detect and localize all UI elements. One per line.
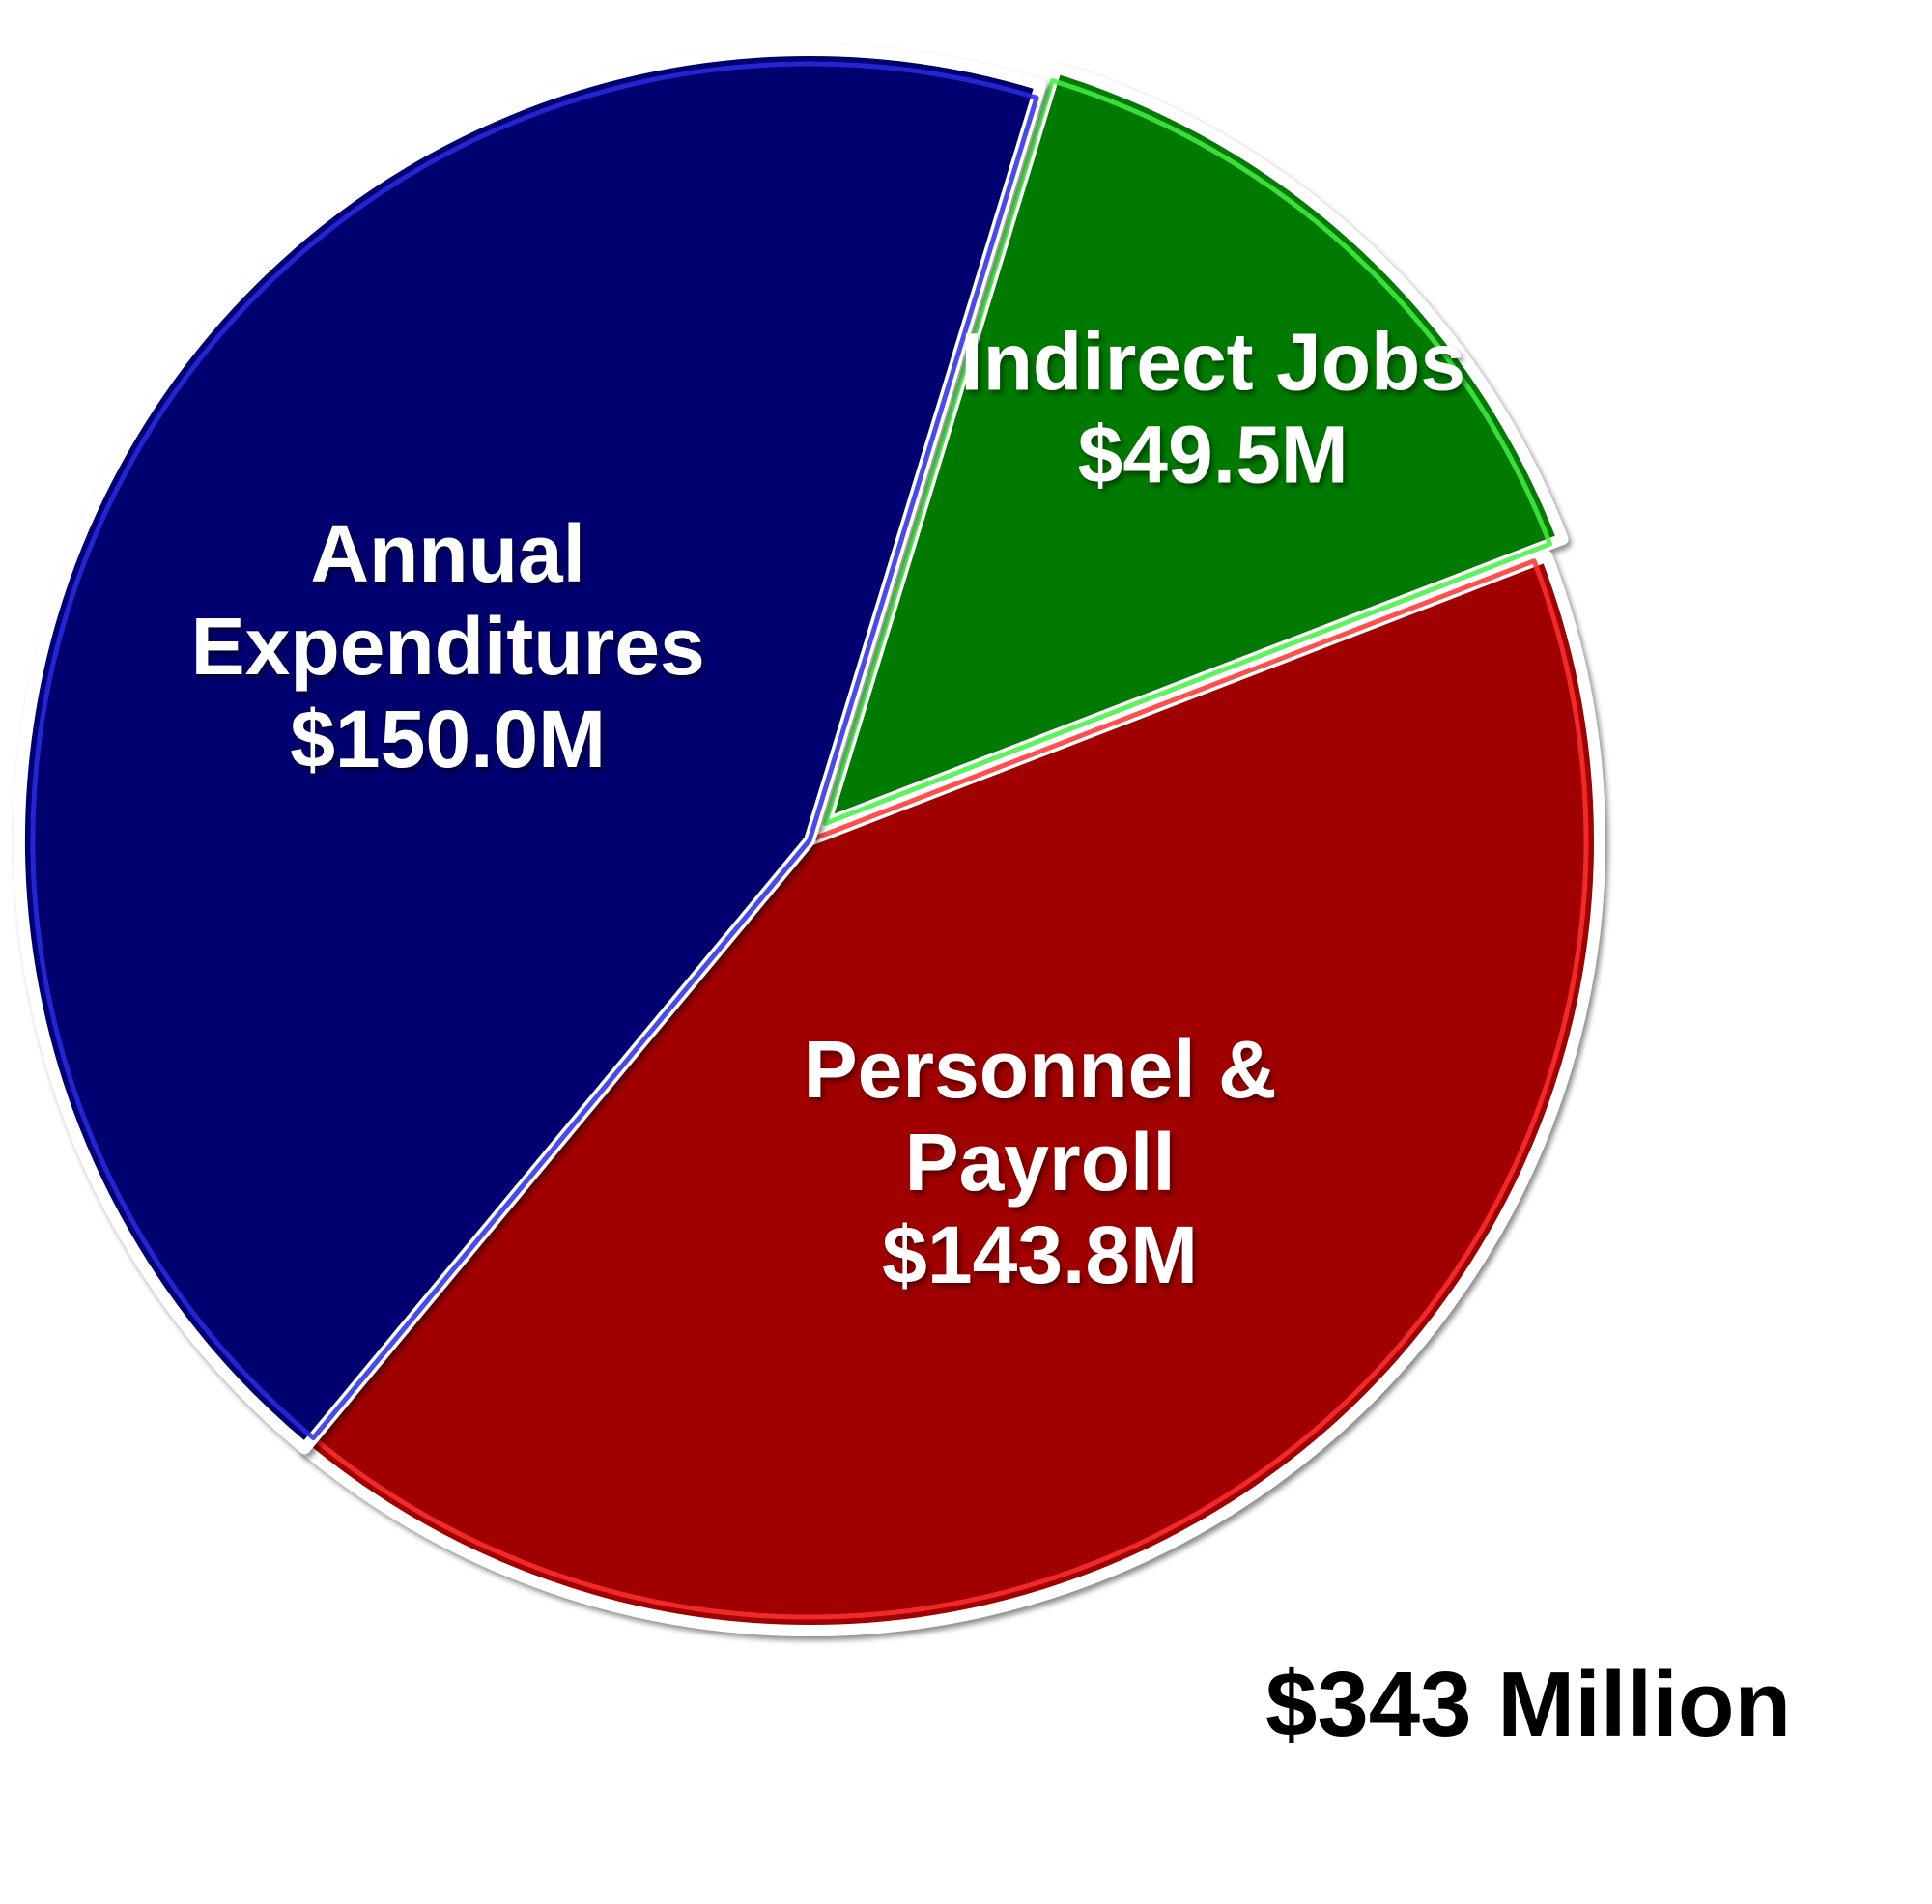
pie-slices <box>14 44 1605 1637</box>
slice-label-line: Annual <box>310 508 585 599</box>
pie-slice-personnel-payroll <box>298 550 1605 1637</box>
slice-label-annual-expenditures: Annual Expenditures $150.0M <box>191 508 705 784</box>
pie-slice-bevel-annual-expenditures <box>30 61 1039 1441</box>
slice-label-line: Expenditures <box>191 601 705 692</box>
pie-labels: Indirect Jobs $49.5M Personnel & Payroll $14… <box>191 316 1465 1300</box>
pie-slice-annual-expenditures <box>14 44 1047 1455</box>
pie-slice-indirect-jobs <box>819 62 1569 830</box>
pie-slice-bevel-personnel-payroll <box>310 558 1589 1620</box>
pie-slice-bevel-indirect-jobs <box>822 78 1552 826</box>
slice-label-line: $150.0M <box>290 694 606 784</box>
slice-label-line: $49.5M <box>1078 409 1349 499</box>
total-label: $343 Million <box>1265 1653 1792 1756</box>
slice-label-personnel-payroll: Personnel & Payroll $143.8M <box>804 1024 1277 1300</box>
slice-label-indirect-jobs: Indirect Jobs $49.5M <box>960 316 1465 499</box>
slice-label-line: $143.8M <box>882 1209 1198 1300</box>
slice-label-line: Payroll <box>905 1117 1176 1208</box>
slice-label-line: Indirect Jobs <box>960 316 1465 407</box>
slice-label-line: Personnel & <box>804 1024 1277 1115</box>
